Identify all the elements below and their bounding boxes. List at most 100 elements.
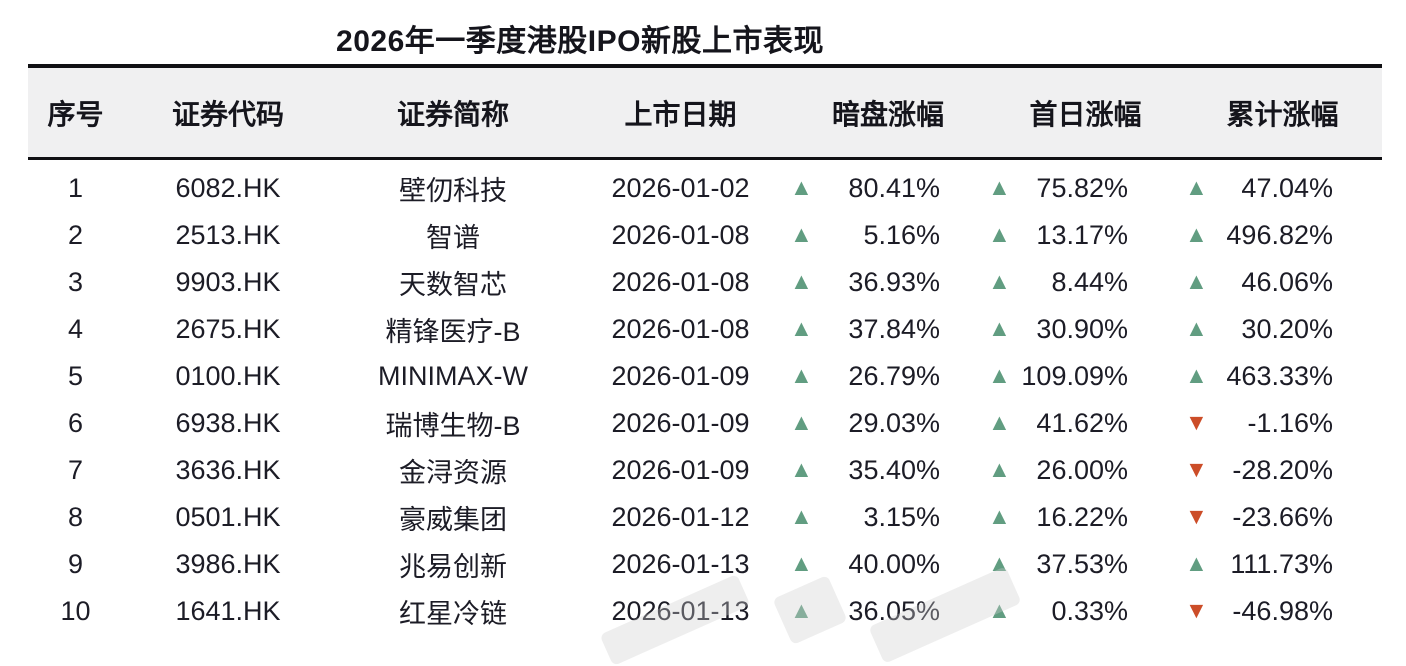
cell: 天数智芯 xyxy=(333,259,573,306)
down-triangle-icon: ▼ xyxy=(1185,456,1208,482)
pct-value: 46.06% xyxy=(1241,267,1333,297)
ipo-table-container: 序号 证券代码 证券简称 上市日期 暗盘涨幅 首日涨幅 累计涨幅 1 6082.HK 壁仞科技 2… xyxy=(28,64,1382,635)
pct-cell: ▲ 80.41% xyxy=(788,158,988,212)
pct-value: 8.44% xyxy=(1051,267,1128,297)
pct-cell: ▲ 29.03% xyxy=(788,400,988,447)
pct-cell: ▲ 37.53% xyxy=(988,541,1183,588)
pct-cell: ▲ 8.44% xyxy=(988,259,1183,306)
cell: 7 xyxy=(28,447,123,494)
cell: 2026-01-08 xyxy=(573,212,788,259)
pct-box: ▼ -1.16% xyxy=(1185,408,1333,439)
up-triangle-icon: ▲ xyxy=(790,174,813,200)
pct-box: ▲ 35.40% xyxy=(790,455,940,486)
cell: 豪威集团 xyxy=(333,494,573,541)
cell: 6082.HK xyxy=(123,158,333,212)
cell: 智谱 xyxy=(333,212,573,259)
column-header-2: 证券简称 xyxy=(333,64,573,160)
pct-value: -23.66% xyxy=(1232,502,1333,532)
up-triangle-icon: ▲ xyxy=(790,456,813,482)
cell: 6 xyxy=(28,400,123,447)
pct-box: ▲ 8.44% xyxy=(988,267,1128,298)
pct-value: 0.33% xyxy=(1051,596,1128,626)
cell: 6938.HK xyxy=(123,400,333,447)
pct-box: ▲ 41.62% xyxy=(988,408,1128,439)
pct-box: ▲ 496.82% xyxy=(1185,220,1333,251)
cell: 2675.HK xyxy=(123,306,333,353)
column-header-0: 序号 xyxy=(28,64,123,160)
pct-cell: ▲ 16.22% xyxy=(988,494,1183,541)
up-triangle-icon: ▲ xyxy=(988,597,1011,623)
pct-cell: ▲ 37.84% xyxy=(788,306,988,353)
up-triangle-icon: ▲ xyxy=(988,456,1011,482)
pct-box: ▼ -23.66% xyxy=(1185,502,1333,533)
pct-box: ▲ 26.79% xyxy=(790,361,940,392)
cell: 兆易创新 xyxy=(333,541,573,588)
pct-cell: ▲ 75.82% xyxy=(988,158,1183,212)
table-row: 5 0100.HK MINIMAX-W 2026-01-09 ▲ 26.79% ▲ 109.0… xyxy=(28,353,1382,400)
cell: 3636.HK xyxy=(123,447,333,494)
pct-box: ▲ 75.82% xyxy=(988,173,1128,204)
cell: 9 xyxy=(28,541,123,588)
column-header-6: 累计涨幅 xyxy=(1183,64,1382,160)
column-header-3: 上市日期 xyxy=(573,64,788,160)
pct-box: ▲ 80.41% xyxy=(790,173,940,204)
up-triangle-icon: ▲ xyxy=(988,550,1011,576)
pct-value: 463.33% xyxy=(1226,361,1333,391)
pct-box: ▲ 5.16% xyxy=(790,220,940,251)
pct-box: ▼ -46.98% xyxy=(1185,596,1333,627)
up-triangle-icon: ▲ xyxy=(988,362,1011,388)
table-row: 9 3986.HK 兆易创新 2026-01-13 ▲ 40.00% ▲ 37.53% ▲ 111… xyxy=(28,541,1382,588)
cell: 1 xyxy=(28,158,123,212)
pct-value: 37.53% xyxy=(1036,549,1128,579)
up-triangle-icon: ▲ xyxy=(1185,362,1208,388)
cell: 2 xyxy=(28,212,123,259)
pct-cell: ▼ -46.98% xyxy=(1183,588,1382,635)
pct-cell: ▲ 5.16% xyxy=(788,212,988,259)
up-triangle-icon: ▲ xyxy=(790,597,813,623)
pct-value: 36.93% xyxy=(848,267,940,297)
table-row: 1 6082.HK 壁仞科技 2026-01-02 ▲ 80.41% ▲ 75.82% ▲ 47.… xyxy=(28,158,1382,212)
pct-value: 109.09% xyxy=(1021,361,1128,391)
pct-cell: ▲ 30.90% xyxy=(988,306,1183,353)
pct-cell: ▲ 40.00% xyxy=(788,541,988,588)
pct-box: ▲ 29.03% xyxy=(790,408,940,439)
cell: 2026-01-09 xyxy=(573,400,788,447)
pct-cell: ▲ 35.40% xyxy=(788,447,988,494)
cell: 2026-01-09 xyxy=(573,447,788,494)
up-triangle-icon: ▲ xyxy=(988,315,1011,341)
pct-box: ▲ 16.22% xyxy=(988,502,1128,533)
pct-cell: ▲ 0.33% xyxy=(988,588,1183,635)
table-row: 4 2675.HK 精锋医疗-B 2026-01-08 ▲ 37.84% ▲ 30.90% ▲ 3… xyxy=(28,306,1382,353)
cell: 5 xyxy=(28,353,123,400)
table-row: 7 3636.HK 金浔资源 2026-01-09 ▲ 35.40% ▲ 26.00% ▼ -28… xyxy=(28,447,1382,494)
pct-box: ▲ 36.05% xyxy=(790,596,940,627)
cell: 壁仞科技 xyxy=(333,158,573,212)
pct-box: ▲ 13.17% xyxy=(988,220,1128,251)
up-triangle-icon: ▲ xyxy=(790,221,813,247)
cell: 9903.HK xyxy=(123,259,333,306)
pct-value: 16.22% xyxy=(1036,502,1128,532)
pct-cell: ▲ 3.15% xyxy=(788,494,988,541)
pct-box: ▲ 26.00% xyxy=(988,455,1128,486)
header-row: 序号 证券代码 证券简称 上市日期 暗盘涨幅 首日涨幅 累计涨幅 xyxy=(28,64,1382,160)
table-row: 8 0501.HK 豪威集团 2026-01-12 ▲ 3.15% ▲ 16.22% ▼ -23.… xyxy=(28,494,1382,541)
pct-value: 80.41% xyxy=(848,173,940,203)
cell: 2513.HK xyxy=(123,212,333,259)
pct-value: 26.00% xyxy=(1036,455,1128,485)
pct-value: 37.84% xyxy=(848,314,940,344)
cell: 金浔资源 xyxy=(333,447,573,494)
table-row: 2 2513.HK 智谱 2026-01-08 ▲ 5.16% ▲ 13.17% ▲ 496.82… xyxy=(28,212,1382,259)
pct-box: ▲ 0.33% xyxy=(988,596,1128,627)
pct-cell: ▼ -23.66% xyxy=(1183,494,1382,541)
pct-box: ▲ 40.00% xyxy=(790,549,940,580)
cell: 精锋医疗-B xyxy=(333,306,573,353)
cell: 3 xyxy=(28,259,123,306)
column-header-5: 首日涨幅 xyxy=(988,64,1183,160)
up-triangle-icon: ▲ xyxy=(988,268,1011,294)
column-header-1: 证券代码 xyxy=(123,64,333,160)
pct-value: -1.16% xyxy=(1247,408,1333,438)
pct-value: 30.90% xyxy=(1036,314,1128,344)
up-triangle-icon: ▲ xyxy=(790,550,813,576)
cell: 瑞博生物-B xyxy=(333,400,573,447)
pct-cell: ▲ 46.06% xyxy=(1183,259,1382,306)
